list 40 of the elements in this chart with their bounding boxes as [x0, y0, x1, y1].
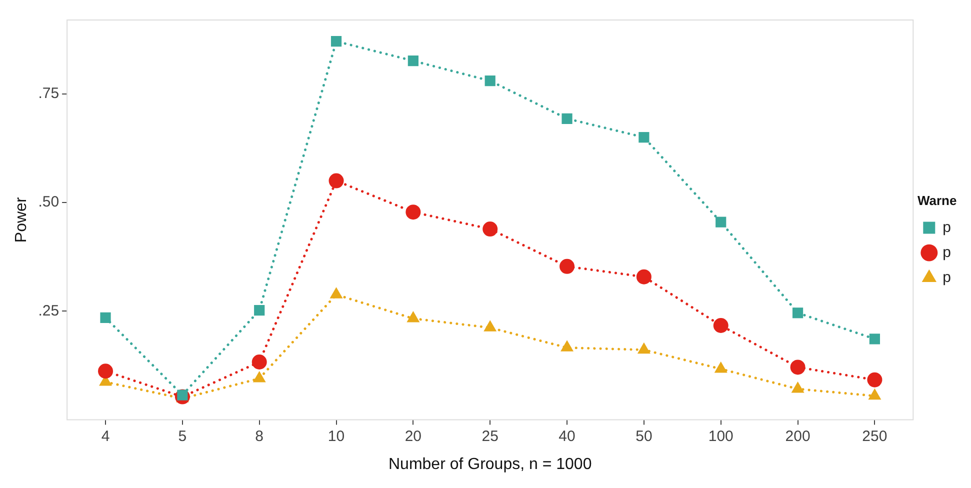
- legend-label: p: [942, 218, 951, 236]
- y-axis-title: Power: [13, 196, 30, 243]
- point: [100, 312, 111, 323]
- point: [792, 308, 804, 318]
- point: [408, 56, 418, 66]
- point: [330, 36, 342, 47]
- x-tick-label: 200: [785, 428, 810, 445]
- point: [482, 222, 498, 237]
- y-tick-label: .50: [38, 194, 60, 211]
- x-tick-label: 5: [178, 428, 187, 445]
- x-tick-label: 8: [255, 428, 264, 445]
- y-tick-label: .25: [38, 302, 60, 320]
- point: [869, 334, 880, 344]
- point: [636, 269, 652, 284]
- point: [560, 258, 575, 274]
- y-tick-label: .75: [38, 85, 60, 102]
- x-tick-label: 25: [482, 428, 498, 445]
- point: [98, 364, 114, 379]
- legend-label: p: [942, 244, 951, 261]
- x-tick-label: 4: [101, 428, 110, 445]
- point: [638, 132, 650, 143]
- point: [328, 173, 344, 188]
- x-tick-label: 10: [328, 428, 345, 445]
- x-tick-label: 50: [636, 428, 652, 445]
- point: [562, 113, 572, 124]
- x-tick-label: 40: [558, 428, 576, 445]
- x-axis-title: Number of Groups, n = 1000: [388, 456, 592, 473]
- point: [716, 216, 726, 228]
- legend-label: p: [942, 268, 951, 286]
- x-tick-label: 20: [404, 428, 422, 445]
- point: [790, 360, 806, 375]
- point: [484, 76, 496, 86]
- x-tick-label: 100: [708, 428, 734, 445]
- point: [713, 318, 728, 333]
- point: [252, 354, 267, 370]
- legend-title: Warne: [917, 192, 957, 208]
- point: [867, 372, 882, 388]
- point: [406, 204, 421, 220]
- point: [254, 304, 265, 316]
- x-tick-label: 250: [862, 428, 888, 445]
